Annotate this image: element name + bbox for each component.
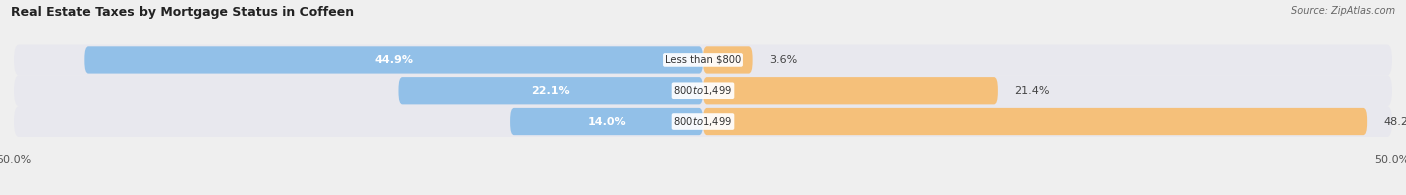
FancyBboxPatch shape xyxy=(14,44,1392,75)
FancyBboxPatch shape xyxy=(703,108,1367,135)
Text: 14.0%: 14.0% xyxy=(588,117,626,127)
FancyBboxPatch shape xyxy=(398,77,703,104)
FancyBboxPatch shape xyxy=(14,75,1392,106)
FancyBboxPatch shape xyxy=(703,77,998,104)
Text: Source: ZipAtlas.com: Source: ZipAtlas.com xyxy=(1291,6,1395,16)
Text: $800 to $1,499: $800 to $1,499 xyxy=(673,84,733,97)
Text: 22.1%: 22.1% xyxy=(531,86,569,96)
FancyBboxPatch shape xyxy=(14,106,1392,137)
Text: Less than $800: Less than $800 xyxy=(665,55,741,65)
Text: Real Estate Taxes by Mortgage Status in Coffeen: Real Estate Taxes by Mortgage Status in … xyxy=(11,6,354,19)
FancyBboxPatch shape xyxy=(703,46,752,74)
FancyBboxPatch shape xyxy=(84,46,703,74)
FancyBboxPatch shape xyxy=(510,108,703,135)
Text: 48.2%: 48.2% xyxy=(1384,117,1406,127)
Text: 21.4%: 21.4% xyxy=(1014,86,1050,96)
Text: $800 to $1,499: $800 to $1,499 xyxy=(673,115,733,128)
Text: 44.9%: 44.9% xyxy=(374,55,413,65)
Text: 3.6%: 3.6% xyxy=(769,55,797,65)
